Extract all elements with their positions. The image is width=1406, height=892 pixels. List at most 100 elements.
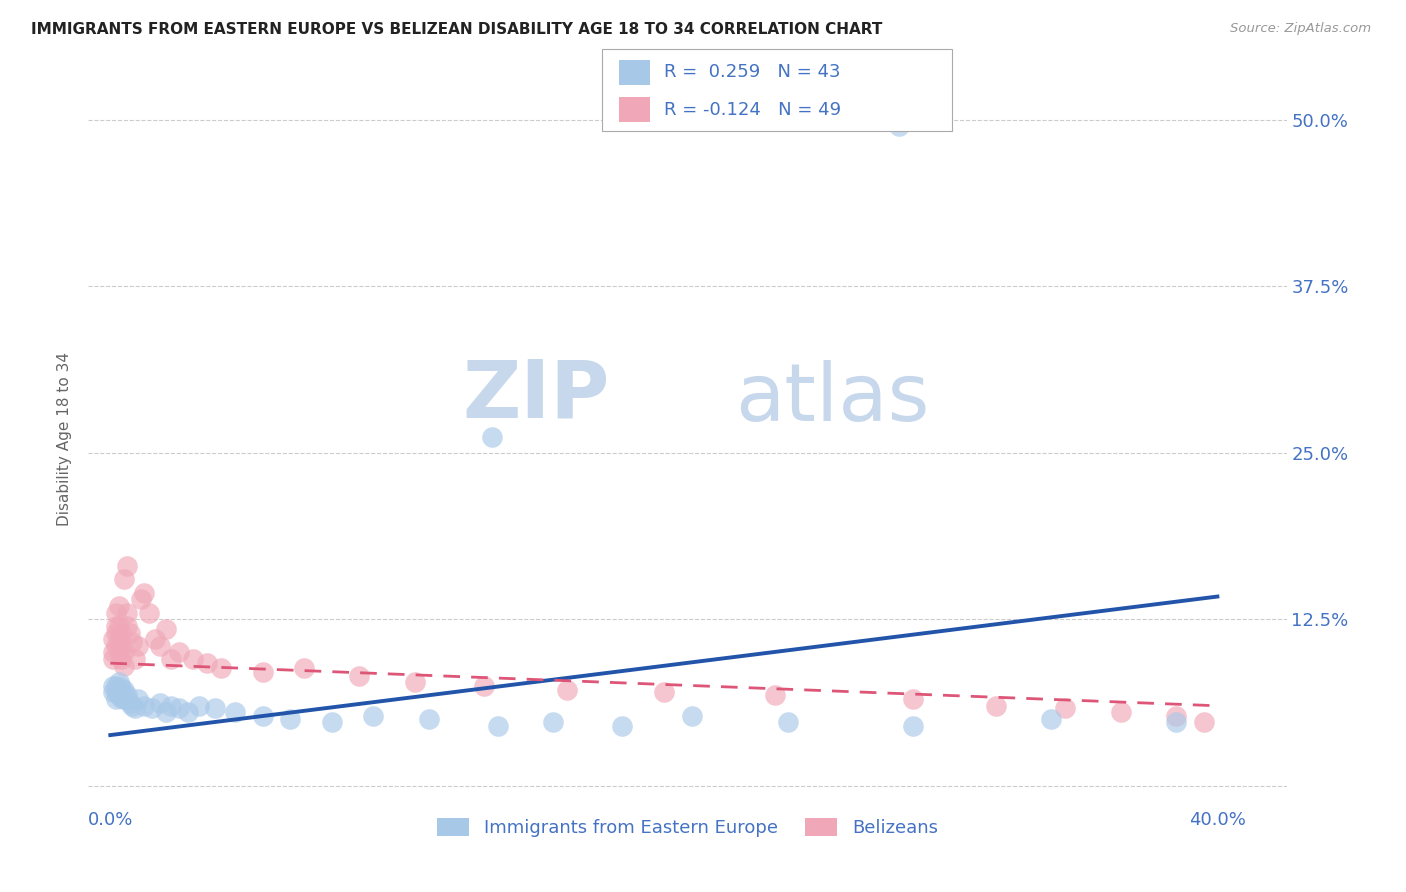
Point (115, 606, 138, 620)
Point (612, 719, 634, 733)
Y-axis label: Disability Age 18 to 34: Disability Age 18 to 34 (58, 352, 72, 526)
Point (127, 639, 149, 653)
Point (177, 706, 200, 720)
Point (418, 712, 440, 726)
Point (132, 698, 155, 713)
Point (778, 714, 800, 729)
Point (1054, 701, 1077, 715)
Text: R = -0.124   N = 49: R = -0.124 N = 49 (664, 101, 841, 119)
Point (652, 685, 675, 699)
Point (101, 685, 124, 699)
Point (101, 645, 124, 659)
Point (183, 652, 205, 666)
Point (101, 652, 124, 666)
Point (118, 625, 141, 640)
Point (155, 622, 177, 636)
Point (115, 558, 138, 573)
Point (224, 706, 246, 720)
Point (104, 606, 127, 620)
Point (112, 572, 135, 586)
Point (124, 701, 146, 715)
Point (187, 698, 209, 713)
Point (252, 709, 274, 723)
Point (481, 430, 503, 444)
Point (149, 639, 172, 653)
Point (143, 632, 166, 647)
Point (195, 656, 218, 670)
Point (278, 712, 301, 726)
Point (209, 661, 232, 675)
Point (486, 719, 509, 733)
Point (112, 645, 135, 659)
Text: R =  0.259   N = 43: R = 0.259 N = 43 (664, 63, 841, 81)
Point (763, 688, 786, 702)
Text: IMMIGRANTS FROM EASTERN EUROPE VS BELIZEAN DISABILITY AGE 18 TO 34 CORRELATION C: IMMIGRANTS FROM EASTERN EUROPE VS BELIZE… (31, 22, 883, 37)
Point (112, 682, 135, 697)
Point (104, 692, 127, 706)
Point (107, 688, 129, 702)
Point (104, 625, 127, 640)
Point (984, 698, 1007, 713)
Point (321, 714, 343, 729)
Legend: Immigrants from Eastern Europe, Belizeans: Immigrants from Eastern Europe, Belizean… (430, 811, 945, 845)
Point (104, 639, 127, 653)
Point (107, 682, 129, 697)
Text: atlas: atlas (735, 360, 929, 438)
Point (1192, 714, 1215, 729)
Point (160, 652, 183, 666)
Point (349, 669, 371, 683)
Point (149, 696, 172, 710)
Point (404, 674, 426, 689)
Point (541, 714, 564, 729)
Point (107, 645, 129, 659)
Point (555, 682, 578, 697)
Point (101, 679, 124, 693)
Point (107, 632, 129, 647)
Point (115, 688, 138, 702)
Point (127, 692, 149, 706)
Point (107, 674, 129, 689)
Point (101, 632, 124, 647)
Point (160, 698, 183, 713)
Point (110, 680, 132, 694)
Point (1164, 709, 1187, 723)
Point (129, 592, 152, 607)
Point (132, 585, 155, 599)
Point (252, 665, 274, 680)
Point (472, 679, 495, 693)
Point (1164, 714, 1187, 729)
Point (112, 692, 135, 706)
Point (110, 685, 132, 699)
Point (1040, 712, 1063, 726)
Point (169, 645, 191, 659)
Point (887, 120, 910, 134)
Point (901, 692, 924, 706)
Text: Source: ZipAtlas.com: Source: ZipAtlas.com (1230, 22, 1371, 36)
Point (104, 619, 127, 633)
Point (110, 639, 132, 653)
Point (118, 696, 141, 710)
Point (115, 619, 138, 633)
Point (292, 661, 315, 675)
Point (138, 606, 160, 620)
Point (104, 685, 127, 699)
Point (169, 701, 191, 715)
Point (901, 719, 924, 733)
Point (112, 658, 135, 673)
Point (1109, 706, 1132, 720)
Point (361, 709, 384, 723)
Point (204, 701, 226, 715)
Point (112, 688, 135, 702)
Point (110, 652, 132, 666)
Point (104, 679, 127, 693)
Point (107, 599, 129, 613)
Point (121, 635, 143, 649)
Text: ZIP: ZIP (463, 357, 609, 434)
Point (121, 698, 143, 713)
Point (141, 701, 163, 715)
Point (107, 619, 129, 633)
Point (110, 625, 132, 640)
Point (110, 690, 132, 705)
Point (124, 652, 146, 666)
Point (155, 706, 177, 720)
